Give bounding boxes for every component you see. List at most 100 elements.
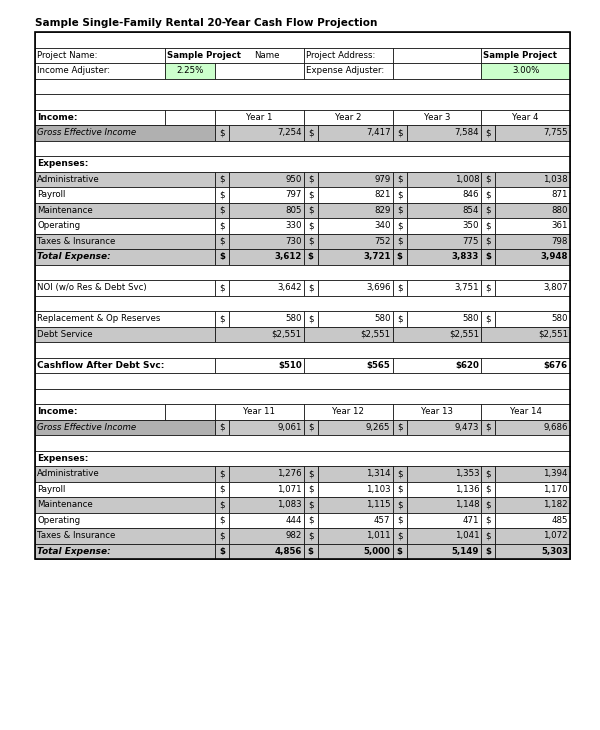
Bar	[215, 234, 229, 249]
Text: $: $	[219, 469, 225, 478]
Bar	[35, 420, 215, 435]
Text: 1,148: 1,148	[455, 500, 479, 510]
Text: Cashflow After Debt Svc:: Cashflow After Debt Svc:	[37, 361, 164, 370]
Text: Year 4: Year 4	[512, 112, 539, 122]
Text: $: $	[485, 253, 491, 261]
Bar	[318, 234, 392, 249]
Text: $: $	[485, 314, 491, 323]
Text: 798: 798	[551, 237, 568, 246]
Bar	[481, 47, 570, 63]
Text: 871: 871	[551, 191, 568, 199]
Bar	[304, 202, 318, 218]
Bar	[35, 94, 570, 110]
Bar	[304, 110, 392, 125]
Text: 846: 846	[463, 191, 479, 199]
Bar	[481, 528, 495, 544]
Bar	[392, 482, 407, 497]
Bar	[318, 202, 392, 218]
Text: $: $	[308, 469, 314, 478]
Text: Year 14: Year 14	[509, 407, 542, 416]
Bar	[407, 482, 481, 497]
Bar	[35, 512, 215, 528]
Text: $: $	[397, 221, 402, 230]
Text: $: $	[485, 237, 491, 246]
Text: $: $	[397, 128, 402, 137]
Bar	[495, 187, 570, 202]
Text: $: $	[308, 531, 314, 540]
Bar	[35, 32, 570, 559]
Bar	[35, 63, 165, 79]
Bar	[304, 466, 318, 482]
Bar	[481, 358, 570, 373]
Bar	[392, 528, 407, 544]
Bar	[35, 79, 570, 94]
Text: $: $	[219, 206, 225, 215]
Text: $676: $676	[544, 361, 568, 370]
Text: 5,149: 5,149	[452, 547, 479, 556]
Bar	[407, 466, 481, 482]
Bar	[318, 249, 392, 264]
Bar	[318, 218, 392, 234]
Text: 1,136: 1,136	[455, 485, 479, 493]
Text: Sample Project: Sample Project	[483, 51, 557, 60]
Bar	[495, 497, 570, 512]
Bar	[495, 234, 570, 249]
Text: $: $	[485, 191, 491, 199]
Text: 580: 580	[285, 314, 302, 323]
Bar	[392, 512, 407, 528]
Bar	[215, 482, 229, 497]
Text: $2,551: $2,551	[272, 330, 302, 339]
Bar	[229, 202, 304, 218]
Bar	[407, 528, 481, 544]
Bar	[229, 497, 304, 512]
Text: $: $	[219, 283, 225, 292]
Text: Project Name:: Project Name:	[37, 51, 97, 60]
Bar	[304, 544, 318, 559]
Text: $: $	[397, 206, 402, 215]
Bar	[304, 125, 318, 140]
Text: 1,314: 1,314	[366, 469, 391, 478]
Bar	[407, 187, 481, 202]
Text: Expense Adjuster:: Expense Adjuster:	[306, 66, 384, 75]
Text: $: $	[485, 531, 491, 540]
Text: Year 3: Year 3	[424, 112, 450, 122]
Text: Project Address:: Project Address:	[306, 51, 375, 60]
Bar	[392, 63, 481, 79]
Bar	[495, 311, 570, 326]
Bar	[35, 388, 570, 404]
Bar	[165, 404, 215, 420]
Text: $: $	[219, 253, 225, 261]
Bar	[392, 358, 481, 373]
Bar	[392, 404, 481, 420]
Text: $: $	[219, 237, 225, 246]
Bar	[35, 466, 215, 482]
Text: Sample Project: Sample Project	[167, 51, 241, 60]
Bar	[35, 450, 570, 466]
Bar	[481, 63, 570, 79]
Bar	[407, 497, 481, 512]
Bar	[495, 125, 570, 140]
Bar	[318, 528, 392, 544]
Text: 9,265: 9,265	[366, 423, 391, 431]
Text: $: $	[485, 500, 491, 510]
Bar	[304, 311, 318, 326]
Bar	[229, 187, 304, 202]
Bar	[392, 544, 407, 559]
Text: Gross Effective Income: Gross Effective Income	[37, 128, 136, 137]
Text: $565: $565	[367, 361, 391, 370]
Text: 580: 580	[551, 314, 568, 323]
Bar	[392, 249, 407, 264]
Bar	[495, 249, 570, 264]
Bar	[215, 218, 229, 234]
Bar	[35, 497, 215, 512]
Text: 9,686: 9,686	[544, 423, 568, 431]
Text: $: $	[485, 128, 491, 137]
Text: Replacement & Op Reserves: Replacement & Op Reserves	[37, 314, 160, 323]
Bar	[215, 125, 229, 140]
Text: $620: $620	[455, 361, 479, 370]
Text: Year 13: Year 13	[421, 407, 453, 416]
Text: 7,417: 7,417	[366, 128, 391, 137]
Bar	[304, 280, 318, 296]
Bar	[35, 280, 215, 296]
Text: $: $	[308, 221, 314, 230]
